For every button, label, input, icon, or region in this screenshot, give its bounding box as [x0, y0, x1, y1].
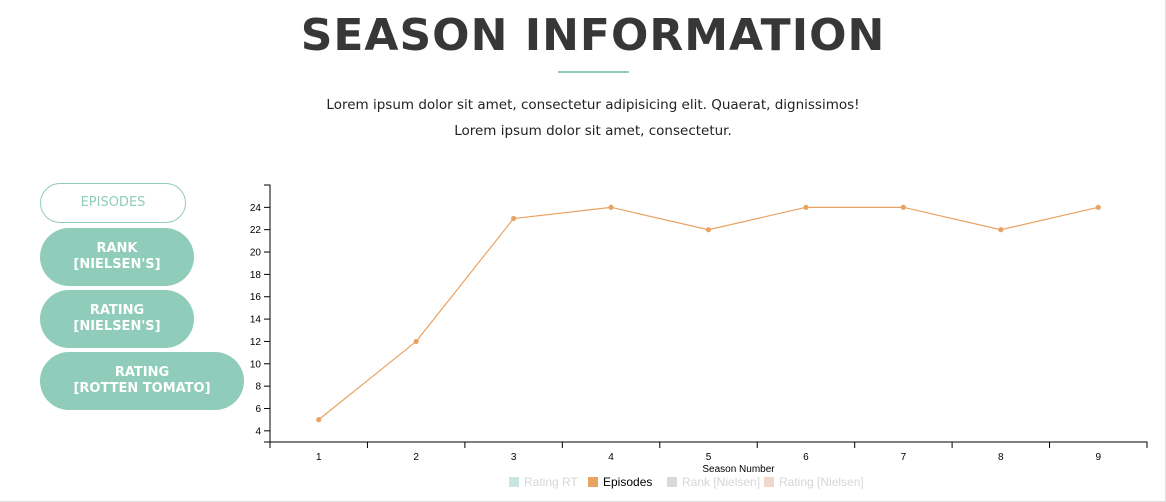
episodes-point — [900, 204, 906, 210]
x-axis-title: Season Number — [702, 464, 775, 475]
y-tick-label: 16 — [250, 292, 262, 303]
x-tick-label: 3 — [511, 452, 517, 463]
description-line-2: Lorem ipsum dolor sit amet, consectetur. — [454, 123, 732, 139]
y-axis-line — [264, 184, 271, 443]
rating-nielsen-button[interactable]: RATING [NIELSEN'S] — [40, 290, 194, 348]
x-tick-label: 5 — [706, 452, 712, 463]
y-tick-label: 14 — [250, 315, 262, 326]
y-tick-label: 6 — [255, 404, 261, 415]
rating-rt-button-label-2: [ROTTEN TOMATO] — [73, 381, 211, 396]
episodes-point — [803, 204, 809, 210]
y-tick-label: 10 — [250, 359, 262, 370]
legend-swatch — [588, 477, 598, 487]
x-tick-label: 1 — [316, 452, 322, 463]
x-tick-label: 4 — [608, 452, 614, 463]
x-tick-label: 6 — [803, 452, 809, 463]
episodes-point — [1095, 204, 1101, 210]
y-tick-label: 24 — [250, 203, 262, 214]
x-tick-label: 8 — [998, 452, 1004, 463]
y-tick-label: 18 — [250, 270, 262, 281]
rank-nielsen-button-label-1: RANK — [96, 241, 138, 256]
y-tick-label: 8 — [255, 382, 261, 393]
x-tick-label: 2 — [413, 452, 419, 463]
legend-label: Rating [Nielsen] — [779, 475, 864, 489]
rank-nielsen-button-label-2: [NIELSEN'S] — [73, 257, 161, 272]
x-tick-label: 9 — [1095, 452, 1101, 463]
rating-rotten-tomato-button[interactable]: RATING [ROTTEN TOMATO] — [40, 352, 244, 410]
y-tick-label: 20 — [250, 248, 262, 259]
legend-label: Rating RT — [524, 475, 578, 489]
legend-label: Rank [Nielsen] — [682, 475, 760, 489]
episodes-point — [705, 227, 712, 233]
episodes-line — [318, 206, 1099, 421]
page-title: SEASON INFORMATION — [300, 10, 886, 61]
legend-swatch — [667, 477, 677, 487]
rating-nielsen-button-label-1: RATING — [89, 303, 145, 318]
page-description: Lorem ipsum dolor sit amet, consectetur … — [0, 92, 1166, 144]
episodes-point — [413, 338, 419, 345]
rating-rt-button-label-1: RATING — [114, 365, 170, 380]
legend-swatch — [509, 477, 519, 487]
y-tick-label: 22 — [250, 225, 262, 236]
episodes-point — [998, 227, 1004, 233]
rank-nielsen-button[interactable]: RANK [NIELSEN'S] — [40, 228, 194, 286]
y-tick-label: 12 — [250, 337, 262, 348]
episodes-line-chart: 4 6 8 10 12 14 16 18 20 22 24 1 2 3 4 5 6 7 8 9 Season Numbe… — [230, 175, 1166, 502]
legend-swatch — [764, 477, 774, 487]
rating-nielsen-button-label-2: [NIELSEN'S] — [73, 319, 161, 334]
legend-label: Episodes — [603, 475, 652, 489]
episodes-button-label: EPISODES — [80, 195, 146, 210]
episodes-point — [511, 215, 517, 222]
episodes-point — [608, 204, 614, 210]
episodes-point — [316, 417, 322, 423]
episodes-button[interactable]: EPISODES — [40, 183, 186, 223]
description-line-1: Lorem ipsum dolor sit amet, consectetur … — [326, 97, 860, 113]
y-tick-label: 4 — [255, 426, 261, 437]
x-axis-line — [269, 441, 1148, 448]
title-underline — [558, 71, 629, 73]
x-tick-label: 7 — [901, 452, 907, 463]
